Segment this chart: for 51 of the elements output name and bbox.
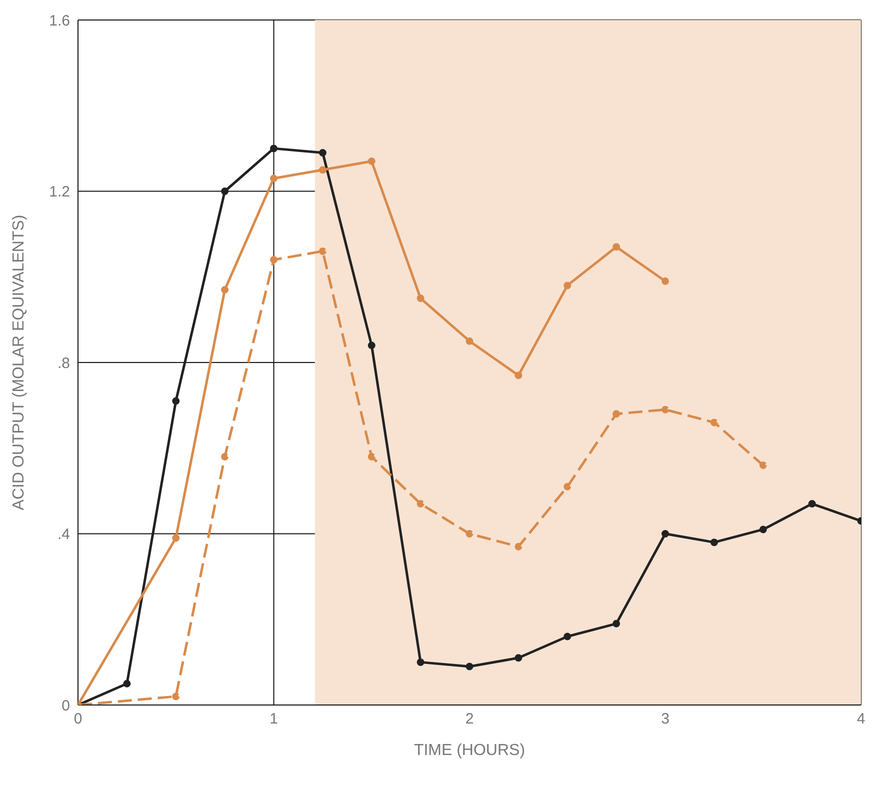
point: [466, 530, 474, 538]
point: [172, 397, 180, 405]
point: [564, 282, 572, 290]
point: [368, 158, 376, 166]
y-axis-title: ACID OUTPUT (MOLAR EQUIVALENTS): [10, 214, 28, 510]
point: [514, 542, 522, 550]
x-tick-label: 2: [465, 710, 474, 728]
point: [466, 662, 474, 670]
point: [612, 410, 620, 418]
point: [318, 247, 326, 255]
y-tick-label: 1.2: [49, 184, 70, 201]
point: [416, 500, 424, 508]
x-tick-label: 4: [856, 710, 866, 728]
x-axis-title: TIME (HOURS): [414, 742, 526, 759]
point: [564, 632, 572, 640]
point: [318, 166, 326, 174]
point: [662, 277, 669, 285]
point: [270, 174, 278, 182]
point: [662, 406, 669, 414]
x-tick-label: 0: [74, 710, 82, 728]
point: [759, 462, 767, 469]
point: [710, 418, 718, 426]
point: [514, 654, 522, 662]
point: [172, 692, 180, 700]
point: [612, 243, 620, 251]
point: [368, 342, 376, 350]
point: [612, 620, 620, 628]
y-tick-label: .4: [57, 526, 70, 544]
x-tick-label: 1: [270, 710, 278, 728]
point: [270, 256, 278, 264]
point: [221, 286, 229, 294]
point: [466, 337, 474, 345]
point: [123, 680, 131, 688]
y-tick-label: 0: [62, 697, 70, 714]
point: [759, 526, 767, 534]
point: [172, 534, 180, 542]
point: [662, 530, 669, 538]
point: [318, 148, 326, 156]
point: [710, 538, 718, 546]
x-tick-label: 3: [661, 710, 670, 728]
point: [808, 500, 816, 508]
point: [564, 482, 572, 490]
point: [270, 144, 278, 152]
y-tick-label: 1.6: [49, 12, 70, 30]
point: [221, 188, 229, 195]
point: [221, 452, 229, 460]
y-tick-label: .8: [57, 354, 70, 372]
point: [368, 452, 376, 460]
point: [514, 372, 522, 380]
point: [416, 294, 424, 302]
point: [416, 658, 424, 666]
